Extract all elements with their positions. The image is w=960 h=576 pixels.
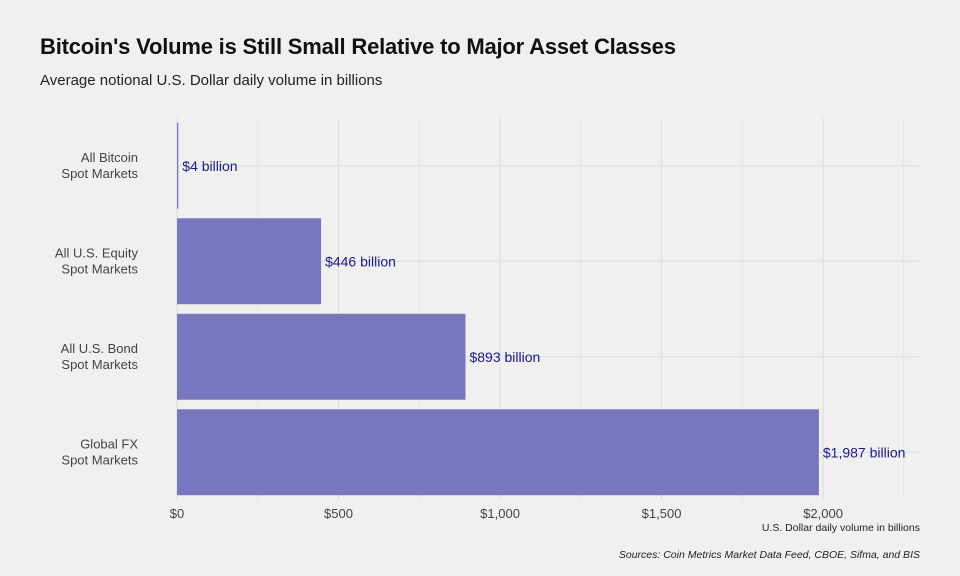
data-label: $4 billion	[182, 158, 237, 174]
bar	[177, 313, 466, 400]
category-label: All U.S. Bond Spot Markets	[61, 341, 139, 372]
category-label-line: Spot Markets	[61, 452, 138, 467]
category-label-line: All Bitcoin	[81, 150, 138, 165]
bar	[177, 218, 322, 305]
data-label: $446 billion	[325, 253, 396, 269]
chart-subtitle: Average notional U.S. Dollar daily volum…	[40, 72, 383, 89]
category-label-line: Spot Markets	[61, 261, 138, 276]
category-label-line: Global FX	[80, 436, 138, 451]
x-tick-label: $2,000	[803, 506, 843, 521]
x-tick-label: $1,500	[642, 506, 682, 521]
category-label: All U.S. Equity Spot Markets	[55, 245, 139, 276]
category-label: Global FX Spot Markets	[61, 436, 138, 467]
data-label: $1,987 billion	[823, 444, 906, 460]
x-tick-label: $0	[170, 506, 184, 521]
category-label-line: Spot Markets	[61, 357, 138, 372]
x-tick-label: $1,000	[480, 506, 520, 521]
bar	[177, 122, 179, 209]
bar	[177, 409, 819, 496]
data-labels: $4 billion $446 billion $893 billion $1,987…	[182, 158, 905, 461]
source-note: Sources: Coin Metrics Market Data Feed, …	[618, 549, 920, 561]
category-label-line: All U.S. Equity	[55, 245, 139, 260]
x-axis-label: U.S. Dollar daily volume in billions	[761, 522, 920, 534]
chart-title: Bitcoin's Volume is Still Small Relative…	[40, 34, 676, 59]
data-label: $893 billion	[469, 349, 540, 365]
category-label: All Bitcoin Spot Markets	[61, 150, 138, 181]
x-tick-label: $500	[324, 506, 353, 521]
x-axis-ticks: $0 $500 $1,000 $1,500 $2,000	[170, 506, 843, 521]
category-label-line: All U.S. Bond	[61, 341, 138, 356]
chart-bars	[177, 122, 819, 496]
category-label-line: Spot Markets	[61, 166, 138, 181]
